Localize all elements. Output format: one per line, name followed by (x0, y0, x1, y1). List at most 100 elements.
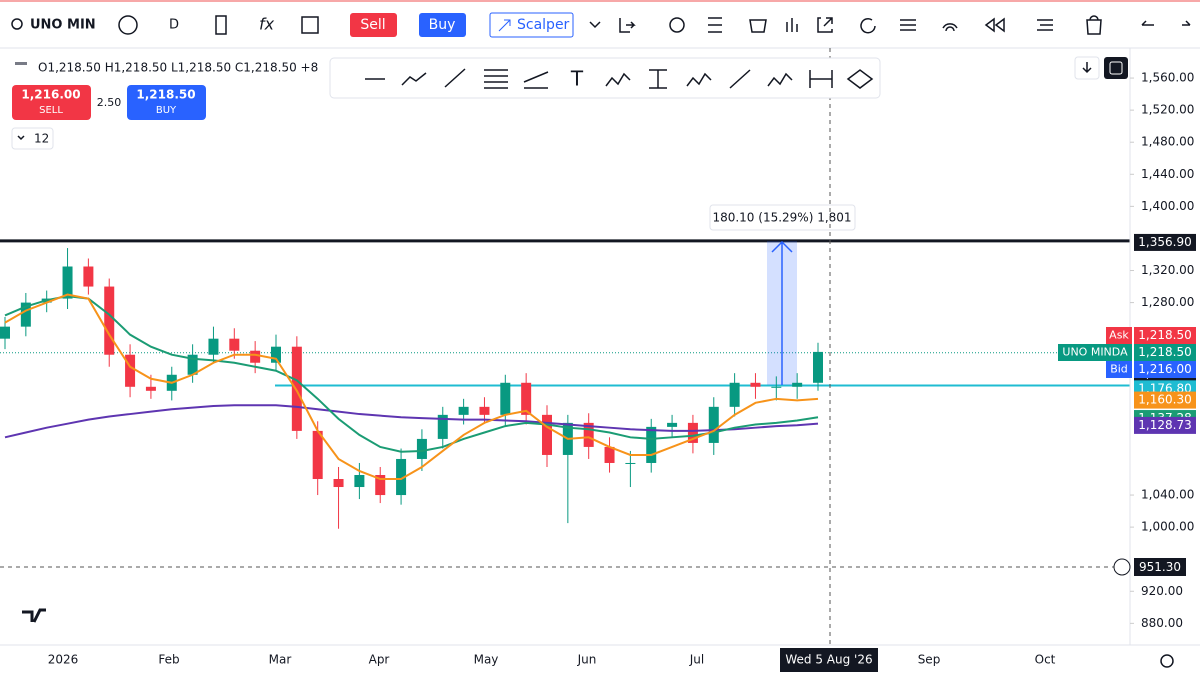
candle-body (312, 430, 323, 480)
candle-body (625, 462, 636, 464)
interval[interactable]: D (169, 18, 179, 33)
price-tag-label: 1,160.30 (1138, 393, 1191, 407)
candle-body (687, 422, 698, 443)
search-icon[interactable] (11, 18, 23, 30)
y-tick-label: 1,000.00 (1141, 520, 1194, 534)
plot (0, 248, 823, 529)
auto-button[interactable] (1104, 57, 1128, 79)
measure-arrow (771, 240, 793, 385)
moving-average (4, 295, 819, 453)
y-tick-label: 1,560.00 (1141, 71, 1194, 85)
candle-body (271, 346, 281, 363)
quote-name-tag (1106, 327, 1132, 344)
indicators-count[interactable]: 12 (34, 132, 49, 146)
candle-body (20, 302, 31, 327)
quote-name: Ask (1109, 329, 1129, 342)
layout-icon[interactable] (301, 16, 319, 34)
toolbar-icons[interactable] (619, 15, 1191, 35)
price-tag (1134, 327, 1196, 344)
x-tick-label: May (474, 653, 499, 667)
tv-logo (22, 608, 46, 623)
quote-name-tag (1058, 344, 1132, 361)
symbol[interactable]: UNO MIN (30, 18, 96, 33)
candle-body (187, 354, 198, 375)
indicators-toggle[interactable] (11, 127, 54, 150)
down-icon (1082, 62, 1092, 74)
collapse-icon[interactable] (15, 62, 27, 65)
sell-price[interactable]: 1,216.00 (21, 88, 80, 102)
sell-quote[interactable] (12, 85, 91, 120)
candle-body (458, 406, 469, 415)
quote-name-tag (1106, 361, 1132, 378)
scalper-icon (498, 19, 511, 32)
add-icon[interactable] (118, 15, 138, 35)
y-tick-label: 1,480.00 (1141, 135, 1194, 149)
sell-text[interactable]: Sell (360, 17, 385, 33)
crosshair-tag (1134, 558, 1186, 576)
price-tag-label: 1,218.50 (1138, 345, 1191, 359)
fx-icon[interactable]: fx (259, 15, 275, 34)
y-tick-label: 1,440.00 (1141, 167, 1194, 181)
quote-name: Bid (1110, 363, 1128, 376)
candle-body (437, 414, 448, 439)
x-tick-label: Apr (369, 653, 390, 667)
buy-price[interactable]: 1,218.50 (136, 88, 195, 102)
measure-label: 180.10 (15.29%) 1,801 (712, 211, 851, 225)
candle-body (750, 382, 761, 387)
buy-button[interactable] (419, 13, 466, 37)
y-tick-label: 1,400.00 (1141, 199, 1194, 213)
price-tag-label: 1,356.90 (1138, 235, 1191, 249)
x-tick-label: Jul (689, 653, 704, 667)
auto-icon (1109, 61, 1123, 75)
candle-body (667, 422, 678, 427)
settings-icon[interactable] (1160, 654, 1174, 668)
scalper-text[interactable]: Scalper (517, 17, 570, 33)
crosshair-add (1113, 558, 1131, 576)
candle-body (771, 386, 782, 388)
chevron (17, 135, 25, 141)
quote-name: UNO MINDA (1062, 346, 1128, 359)
candles-icon[interactable] (215, 15, 227, 35)
candle-body (333, 479, 344, 488)
candle-body (729, 382, 740, 407)
candle-body (708, 406, 719, 443)
price-tag (1134, 391, 1196, 409)
y-tick-label: 1,040.00 (1141, 488, 1194, 502)
x-tick-label: 2026 (48, 653, 79, 667)
moving-average (4, 293, 819, 481)
ohlc-legend: O1,218.50 H1,218.50 L1,218.50 C1,218.50 … (38, 61, 318, 75)
candle-body (208, 338, 219, 355)
candle-body (583, 422, 594, 447)
price-tag (1134, 361, 1196, 378)
x-tick-label: Mar (269, 653, 292, 667)
price-tag (1134, 416, 1196, 434)
candle-body (83, 266, 94, 287)
y-tick-label: 1,280.00 (1141, 295, 1194, 309)
sell-label[interactable]: SELL (39, 105, 63, 116)
top-strip (0, 0, 1200, 2)
date-tag (780, 648, 878, 672)
buy-quote[interactable] (127, 85, 206, 120)
candle-body (125, 354, 136, 387)
sell-button[interactable] (350, 13, 397, 37)
candle-body (375, 475, 386, 496)
candle-body (354, 475, 365, 488)
dropdown-icon[interactable] (589, 21, 601, 29)
candle-body (542, 414, 552, 455)
candle-body (416, 438, 427, 459)
buy-text[interactable]: Buy (429, 17, 456, 33)
candle-body (479, 406, 490, 415)
x-tick-label: Oct (1035, 653, 1056, 667)
candle-body (521, 382, 532, 415)
buy-label[interactable]: BUY (156, 105, 177, 116)
scalper-button[interactable] (489, 12, 574, 38)
candle-body (62, 266, 73, 299)
price-tag (1134, 233, 1196, 251)
candle-body (792, 382, 803, 387)
y-tick-label: 1,320.00 (1141, 263, 1194, 277)
drawing-tools[interactable]: T (365, 67, 874, 91)
candle-body (604, 446, 615, 463)
y-tick-label: 1,520.00 (1141, 103, 1194, 117)
